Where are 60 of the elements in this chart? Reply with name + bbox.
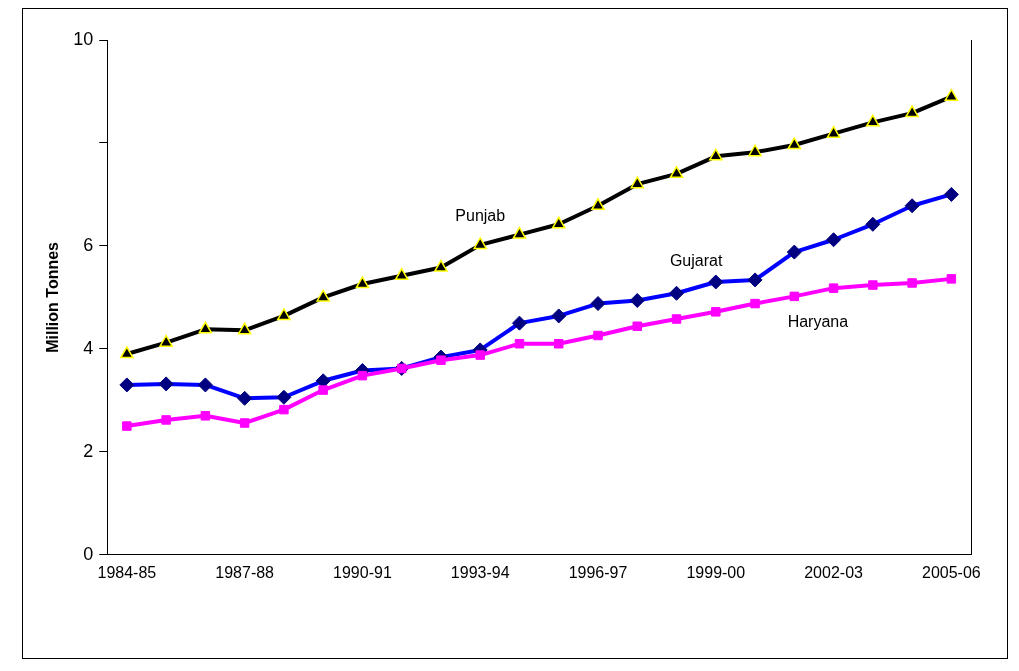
point xyxy=(318,385,328,395)
x-tick-label: 1984-85 xyxy=(97,563,157,581)
point xyxy=(866,114,880,127)
point xyxy=(198,321,213,334)
point xyxy=(632,321,643,331)
point xyxy=(239,418,250,428)
y-tick-label: 4 xyxy=(83,337,94,358)
point xyxy=(355,276,370,289)
x-tick-label: 2005-06 xyxy=(922,563,981,581)
x-tick-label: 1996-97 xyxy=(568,563,628,581)
point xyxy=(277,308,291,321)
x-tick-label: 1990-91 xyxy=(333,563,392,581)
point xyxy=(120,346,134,359)
x-tick-label: 1999-00 xyxy=(686,563,746,581)
point xyxy=(905,105,919,118)
x-tick-label: 2002-03 xyxy=(804,563,864,581)
point xyxy=(826,125,841,138)
point xyxy=(708,148,723,161)
point xyxy=(436,355,446,365)
x-tick-label: 1993-94 xyxy=(450,563,510,581)
point xyxy=(357,370,368,381)
point xyxy=(789,291,800,302)
point xyxy=(161,415,171,425)
point xyxy=(473,237,488,250)
y-tick-label: 0 xyxy=(83,543,94,564)
point xyxy=(475,350,485,360)
point xyxy=(593,330,603,341)
point xyxy=(512,226,527,239)
point xyxy=(946,274,957,284)
point xyxy=(944,88,959,101)
point xyxy=(279,404,289,415)
x-tick-label: 1987-88 xyxy=(215,563,275,581)
point xyxy=(200,411,211,421)
y-tick-label: 10 xyxy=(73,28,94,49)
point xyxy=(669,166,684,179)
series-label: Haryana xyxy=(787,312,849,330)
point xyxy=(711,307,721,317)
point xyxy=(907,278,917,288)
point xyxy=(828,283,839,293)
point xyxy=(554,338,564,349)
point xyxy=(748,144,762,157)
y-tick-label: 2 xyxy=(83,440,94,461)
point xyxy=(394,268,409,281)
point xyxy=(316,289,330,302)
series-label: Gujarat xyxy=(669,252,723,270)
series-label: Punjab xyxy=(455,206,506,224)
point xyxy=(671,314,682,324)
point xyxy=(750,298,760,309)
point xyxy=(551,216,566,229)
y-axis-title: Million Tonnes xyxy=(44,241,62,353)
point xyxy=(630,176,645,189)
point xyxy=(237,322,252,335)
y-tick-label: 6 xyxy=(83,234,94,255)
point xyxy=(591,198,605,211)
point xyxy=(122,421,132,431)
point xyxy=(434,259,448,272)
point xyxy=(159,334,173,347)
point xyxy=(787,137,802,150)
point xyxy=(868,280,878,290)
point xyxy=(514,338,525,349)
